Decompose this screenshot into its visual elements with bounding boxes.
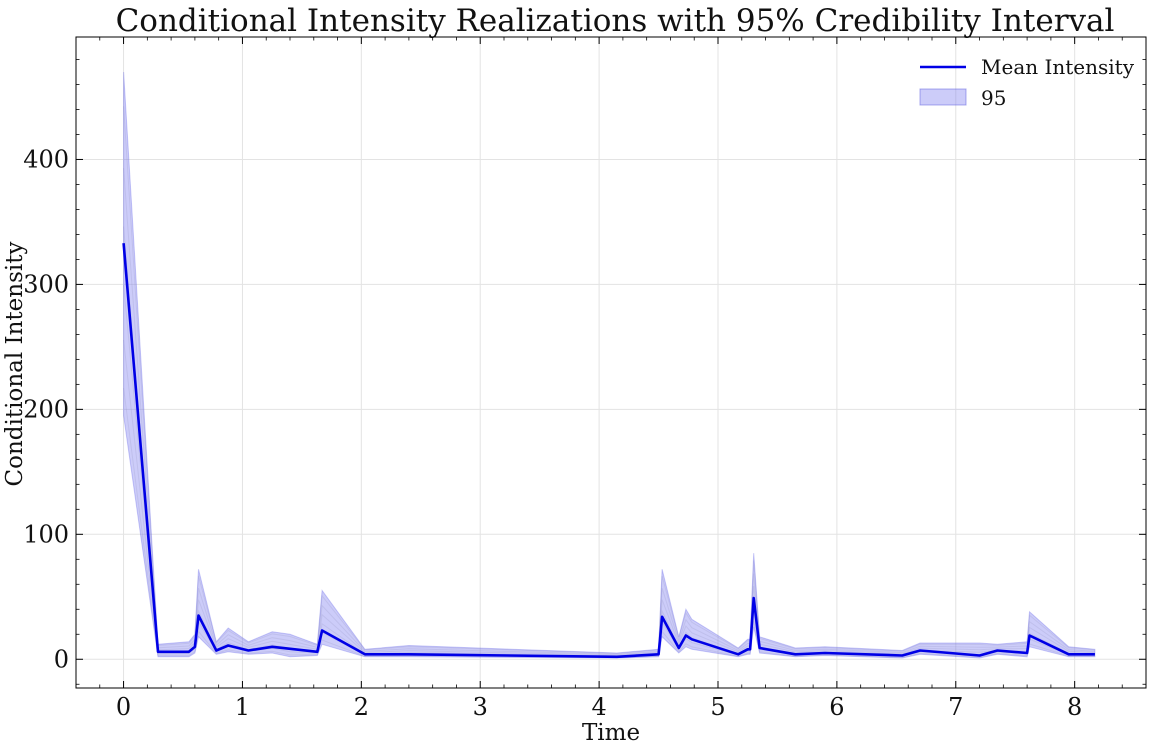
x-tick-label: 7 bbox=[948, 693, 963, 721]
y-tick-label: 400 bbox=[23, 145, 69, 173]
x-tick-label: 6 bbox=[829, 693, 844, 721]
legend-band-label: 95 bbox=[981, 86, 1006, 110]
credibility-band-area bbox=[123, 71, 1096, 659]
realization-line bbox=[123, 226, 1095, 656]
legend-band-swatch bbox=[919, 88, 967, 106]
realization-line bbox=[123, 284, 1095, 657]
realization-line bbox=[123, 388, 1095, 659]
chart-title: Conditional Intensity Realizations with … bbox=[116, 3, 1115, 39]
x-axis-label: Time bbox=[582, 720, 640, 746]
y-tick-label: 100 bbox=[23, 520, 69, 548]
y-tick-label: 200 bbox=[23, 395, 69, 423]
realization-line bbox=[123, 106, 1095, 655]
x-tick-label: 3 bbox=[473, 693, 488, 721]
x-tick-label: 4 bbox=[591, 693, 606, 721]
mean-intensity-line bbox=[122, 243, 1095, 659]
grid bbox=[76, 37, 1146, 688]
legend: Mean Intensity 95 bbox=[919, 55, 1135, 110]
x-tick-label: 1 bbox=[235, 693, 250, 721]
x-tick-label: 8 bbox=[1067, 693, 1082, 721]
legend-mean-label: Mean Intensity bbox=[981, 55, 1135, 79]
x-tick-label: 5 bbox=[710, 693, 725, 721]
realizations bbox=[123, 106, 1095, 659]
ticks: 0 1 2 3 4 5 6 7 8 0 100 200 300 400 bbox=[23, 37, 1147, 721]
x-tick-label: 0 bbox=[116, 693, 131, 721]
realization-line bbox=[123, 168, 1095, 655]
mean-intensity bbox=[122, 243, 1095, 659]
credibility-band bbox=[123, 71, 1096, 659]
y-axis-label: Conditional Intensity bbox=[2, 242, 28, 487]
plot-frame bbox=[75, 36, 1147, 689]
x-tick-label: 2 bbox=[354, 693, 369, 721]
y-tick-label: 300 bbox=[23, 270, 69, 298]
y-tick-label: 0 bbox=[54, 645, 69, 673]
realization-line bbox=[123, 339, 1095, 658]
